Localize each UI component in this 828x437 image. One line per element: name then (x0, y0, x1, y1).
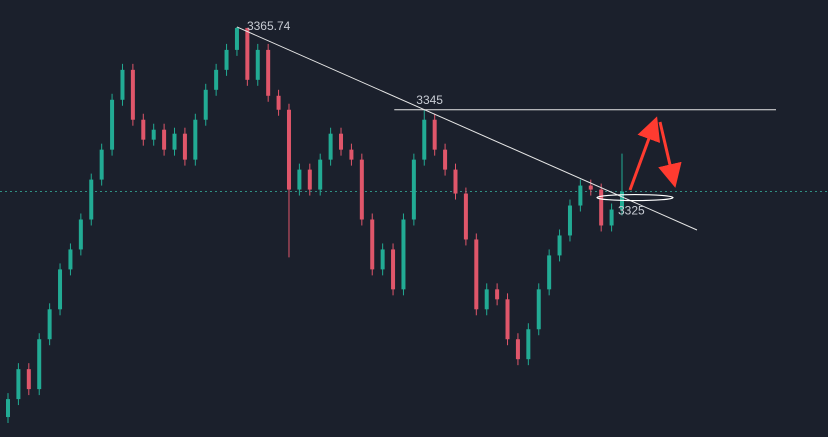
candle-body (609, 209, 614, 226)
candle-body (453, 169, 458, 194)
candle-body (266, 49, 271, 96)
candle-body (318, 159, 323, 190)
candle-body (151, 129, 156, 140)
candle-body (78, 219, 83, 250)
candle-body (370, 219, 375, 270)
resistance-label: 3345 (416, 93, 443, 107)
candle-body (26, 369, 31, 390)
candle-body (68, 249, 73, 270)
candle-body (328, 133, 333, 160)
candle-body (422, 119, 427, 160)
candle-body (495, 289, 500, 300)
candle-body (89, 179, 94, 220)
candle-body (349, 149, 354, 160)
candle-body (37, 339, 42, 390)
candle-body (547, 255, 552, 290)
candle-body (141, 119, 146, 140)
candle-body (599, 189, 604, 226)
candle-body (443, 149, 448, 170)
candle-body (297, 169, 302, 190)
trendline (236, 26, 698, 231)
candle-body (567, 205, 572, 236)
candle-body (359, 159, 364, 220)
high-label: 3365.74 (247, 19, 291, 33)
candle-body (214, 69, 219, 90)
candle-body (6, 399, 10, 418)
candle-body (391, 249, 396, 290)
candle-body (339, 133, 344, 150)
candle-body (474, 239, 479, 310)
candle-body (515, 339, 520, 360)
candle-body (526, 329, 531, 360)
candle-body (286, 109, 291, 190)
candle-body (307, 169, 312, 190)
candle-body (380, 249, 385, 270)
candle-body (463, 193, 468, 240)
candle-body (411, 159, 416, 220)
candle-body (234, 27, 239, 50)
candle-body (401, 219, 406, 290)
candle-body (193, 119, 198, 160)
candle-body (432, 119, 437, 150)
candle-body (99, 149, 104, 180)
arrow-up (628, 116, 661, 191)
support-label: 3325 (618, 204, 645, 218)
candle-body (255, 49, 260, 80)
candle-body (110, 99, 115, 150)
candle-body (16, 369, 21, 400)
candle-body (276, 95, 281, 110)
candle-body (130, 69, 135, 120)
support-ellipse (596, 193, 674, 202)
candle-body (557, 235, 562, 256)
candle-body (484, 289, 489, 310)
candle-body (203, 89, 208, 120)
arrow-down (658, 121, 682, 188)
candle-body (58, 269, 63, 310)
candle-body (224, 49, 229, 70)
candle-body (578, 185, 583, 206)
candle-body (182, 133, 187, 160)
candle-body (536, 289, 541, 330)
candle-body (47, 309, 52, 340)
candle-body (505, 299, 510, 340)
candle-body (172, 133, 177, 150)
candle-body (162, 129, 167, 150)
candle-body (245, 27, 250, 80)
candle-body (588, 185, 593, 190)
candle-body (120, 69, 125, 100)
